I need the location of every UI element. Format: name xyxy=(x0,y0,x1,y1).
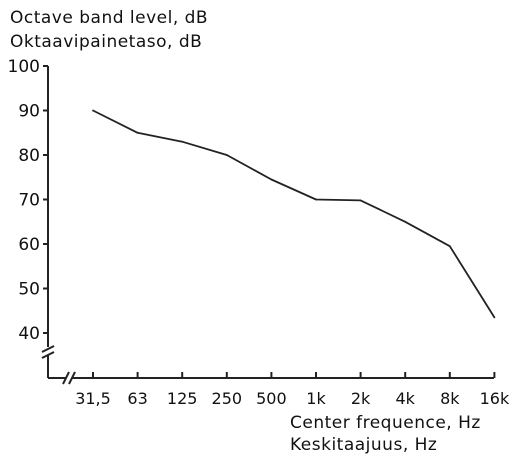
x-tick-label: 1k xyxy=(306,389,326,408)
x-axis xyxy=(48,371,494,385)
data-point xyxy=(493,316,496,319)
x-ticks: 31,5 63 125 250 500 1k 2k 4k 8k 16k xyxy=(75,372,510,408)
x-axis-title-line-2: Keskitaajuus, Hz xyxy=(290,435,438,455)
y-axis-title-line-1: Octave band level, dB xyxy=(10,8,209,28)
x-tick-label: 250 xyxy=(212,389,243,408)
y-tick-label: 100 xyxy=(8,57,40,77)
y-axis xyxy=(41,66,55,378)
series-line xyxy=(92,109,496,318)
y-tick-label: 90 xyxy=(18,102,40,122)
x-tick-label: 63 xyxy=(127,389,147,408)
y-tick-label: 40 xyxy=(18,324,40,344)
y-tick-label: 50 xyxy=(18,280,40,300)
x-axis-break-mark-1 xyxy=(62,371,70,385)
x-tick-label: 16k xyxy=(480,389,510,408)
data-point xyxy=(359,199,362,202)
x-tick-label: 31,5 xyxy=(75,389,111,408)
data-point xyxy=(404,220,407,223)
data-point xyxy=(448,245,451,248)
data-point xyxy=(225,154,228,156)
y-tick-label: 80 xyxy=(18,146,40,166)
series-group xyxy=(92,109,496,319)
x-tick-label: 2k xyxy=(351,389,371,408)
y-axis-break-mark-1 xyxy=(41,345,55,353)
x-axis-title-line-1: Center frequence, Hz xyxy=(290,413,481,433)
data-point xyxy=(270,178,273,181)
x-tick-label: 8k xyxy=(440,389,460,408)
data-point xyxy=(315,198,317,201)
data-point xyxy=(92,109,94,112)
y-ticks: 100 90 80 70 60 50 40 xyxy=(8,57,48,344)
y-tick-label: 70 xyxy=(18,191,40,211)
y-tick-label: 60 xyxy=(18,235,40,255)
data-point xyxy=(136,131,139,134)
x-tick-label: 4k xyxy=(395,389,415,408)
x-tick-label: 500 xyxy=(256,389,287,408)
y-axis-title-line-2: Oktaavipainetaso, dB xyxy=(10,32,203,52)
x-tick-label: 125 xyxy=(167,389,198,408)
data-point xyxy=(181,140,184,143)
